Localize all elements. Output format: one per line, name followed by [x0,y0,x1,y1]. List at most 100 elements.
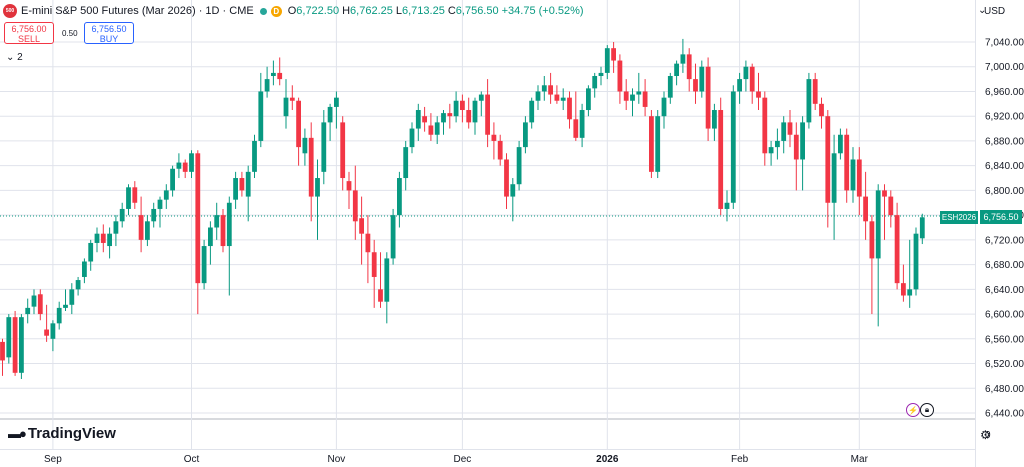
candle-body [365,233,371,253]
candle [724,190,730,222]
candle [819,97,824,129]
candle [888,190,894,228]
candle [132,181,138,209]
candle-body [271,72,276,77]
candle-body [749,66,755,92]
y-tick-label: 6,800.00 [985,186,1024,197]
candle-body [245,171,251,197]
candle [226,196,232,296]
candle [850,147,856,203]
candle [491,122,497,160]
candle-body [919,217,925,239]
candle [598,66,604,86]
candle-body [894,215,900,284]
candle [913,227,919,296]
candle-body [56,307,62,324]
candle-body [825,116,831,203]
open-label: O [287,5,297,17]
candle-body [415,110,421,129]
candle [863,171,868,240]
candle [176,153,182,179]
candle-body [718,110,724,209]
candle [378,252,383,308]
candle [82,258,87,284]
candle [844,128,850,203]
last-price-symbol-tag: ESH2026 [940,211,978,224]
candle-body [119,208,125,222]
last-price-tag: 6,756.50 [980,210,1022,224]
candle [775,128,780,160]
candle-body [901,283,906,296]
time-axis[interactable]: Sep Oct Nov Dec 2026 Feb Mar [44,454,869,465]
candle-body [151,208,157,222]
candle [800,116,805,191]
candle [359,196,364,265]
candle-body [126,187,131,209]
candle [409,122,415,154]
candle-body [907,289,913,296]
candle [875,184,881,327]
candle [88,239,94,271]
y-tick-label: 6,680.00 [985,260,1024,271]
candle-body [686,54,692,80]
indicators-collapse-button[interactable]: ⌄ 2 [6,52,23,63]
candle [352,165,358,240]
candle [189,150,194,179]
buy-button[interactable]: 6,756.50 BUY [84,22,134,44]
candle-body [94,233,100,243]
candle [636,72,642,104]
candle [901,264,906,302]
lock-icon[interactable]: 🔒︎ [920,403,934,417]
candle-body [535,91,541,101]
sell-button[interactable]: 6,756.00 SELL [4,22,54,44]
tradingview-logo[interactable]: ▬● TradingView [8,425,116,442]
candle [699,60,705,98]
candle [340,116,346,191]
candle-body [831,153,837,203]
currency-label[interactable]: USD [984,6,1006,17]
candle-body [548,85,553,95]
y-tick-label: 6,600.00 [985,310,1024,321]
candle-body [787,122,793,135]
candle [321,110,327,185]
chevron-down-icon[interactable]: ⌄ [978,5,987,16]
candle [548,72,553,104]
candle [12,310,18,376]
price-axis[interactable]: 7,040.00 7,000.00 6,960.00 6,920.00 6,880.00… [985,38,1024,442]
candle [649,110,654,179]
candle [37,289,43,321]
candle-body [800,122,805,160]
candle-body [163,190,169,200]
candle [25,298,31,324]
candle [869,215,875,315]
close-label: C [447,5,456,17]
candle-body [737,79,742,92]
candle-body [176,162,182,169]
delayed-badge[interactable]: D [270,5,282,17]
candle [611,42,616,73]
high-value: 6,762.25 [350,5,393,17]
market-open-dot [259,7,267,15]
candle-body [497,140,503,160]
open-value: 6,722.50 [296,5,340,17]
lightning-icon[interactable]: ⚡ [906,403,920,417]
candle-body [63,304,68,308]
low-label: L [395,5,402,17]
candle [497,134,503,166]
candle-body [157,199,163,209]
candle-body [208,227,213,247]
symbol-logo[interactable]: 500 [3,4,17,18]
candle [667,72,673,104]
symbol-title[interactable]: E-mini S&P 500 Futures (Mar 2026) · 1D ·… [21,5,254,17]
candle [856,147,862,216]
candle-body [504,159,509,197]
candle-body [586,88,591,111]
candle [138,196,144,253]
candle [642,79,648,117]
gear-icon[interactable]: ⚙ [980,428,991,442]
candle-body [233,178,238,200]
candle [472,97,478,135]
candle [384,252,390,324]
candle [434,116,440,145]
